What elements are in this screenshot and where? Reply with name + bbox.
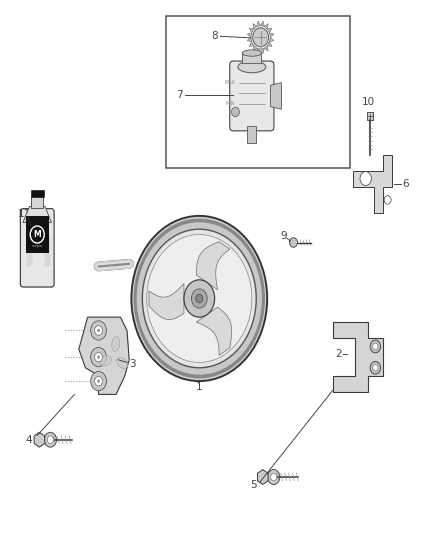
Polygon shape [249,42,254,46]
Ellipse shape [242,50,261,56]
Bar [247,126,256,143]
Circle shape [47,436,53,443]
Ellipse shape [238,61,266,73]
FancyBboxPatch shape [45,237,51,266]
Polygon shape [247,33,252,37]
Circle shape [268,470,280,484]
FancyBboxPatch shape [26,237,32,266]
Text: MIN: MIN [226,101,235,107]
Circle shape [196,294,203,303]
Text: 9: 9 [280,231,287,240]
Ellipse shape [112,337,120,351]
Circle shape [30,226,44,243]
Text: 4: 4 [25,435,32,445]
Circle shape [184,280,215,317]
Text: 6: 6 [402,179,409,189]
Text: 8: 8 [211,31,218,41]
Ellipse shape [100,356,112,366]
FancyBboxPatch shape [21,208,54,287]
Circle shape [131,216,267,381]
Circle shape [373,343,378,350]
Bar [31,190,44,197]
Circle shape [137,222,262,375]
Polygon shape [270,83,281,109]
Circle shape [134,219,265,378]
Bar [166,16,350,168]
Polygon shape [196,241,230,290]
Circle shape [97,356,100,359]
Circle shape [271,473,277,481]
FancyBboxPatch shape [230,61,274,131]
Polygon shape [23,206,52,223]
Bar [242,53,261,63]
Circle shape [95,376,102,386]
Circle shape [231,107,239,117]
Circle shape [384,196,391,204]
Polygon shape [261,21,264,27]
Text: 10: 10 [362,98,375,107]
Polygon shape [264,23,268,29]
Circle shape [360,172,371,185]
Text: mopar: mopar [32,244,43,248]
Text: 11: 11 [18,209,31,219]
Polygon shape [269,33,274,37]
Polygon shape [253,46,257,51]
Circle shape [290,238,297,247]
Circle shape [373,365,378,371]
Polygon shape [253,23,257,29]
Polygon shape [261,48,264,53]
Bar [367,112,373,120]
Polygon shape [268,42,272,46]
Bar [25,216,49,253]
Circle shape [97,329,100,332]
Circle shape [97,379,100,383]
Text: 1: 1 [196,383,203,392]
Circle shape [142,229,256,368]
Polygon shape [269,37,274,42]
Circle shape [370,340,381,353]
Polygon shape [333,322,383,392]
Polygon shape [258,470,268,484]
Circle shape [147,235,252,362]
Polygon shape [264,46,268,51]
Polygon shape [149,284,184,320]
Ellipse shape [117,358,128,368]
Text: M: M [33,230,41,239]
Text: 7: 7 [176,90,183,100]
Circle shape [91,348,106,367]
Polygon shape [249,28,254,33]
Text: 5: 5 [250,480,257,490]
Text: 2: 2 [335,350,342,359]
Polygon shape [34,432,45,447]
Bar [31,196,43,207]
Polygon shape [196,307,232,356]
Polygon shape [79,317,129,394]
Circle shape [191,289,207,308]
Polygon shape [268,28,272,33]
Circle shape [95,352,102,362]
Circle shape [44,432,57,447]
Circle shape [95,326,102,335]
Polygon shape [247,37,252,42]
Circle shape [91,321,106,340]
Polygon shape [257,48,261,53]
Polygon shape [257,21,261,27]
Text: 3: 3 [129,359,136,369]
Text: MAX: MAX [224,80,235,85]
Circle shape [370,361,381,374]
Polygon shape [353,155,392,213]
Circle shape [253,28,268,47]
Circle shape [91,372,106,391]
